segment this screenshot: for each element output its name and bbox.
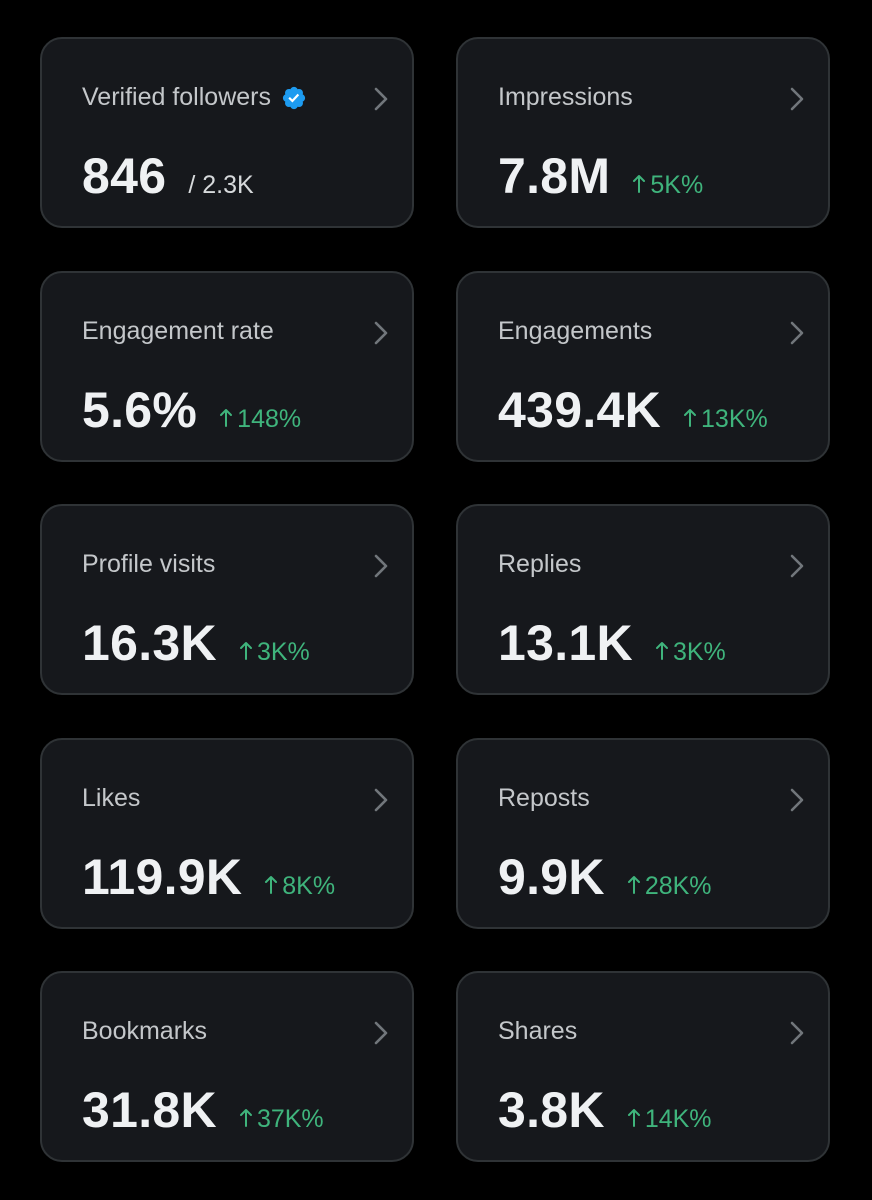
chevron-right-icon: [374, 87, 388, 111]
card-title-label: Engagements: [498, 317, 653, 345]
metric-value: 13.1K: [498, 615, 633, 671]
metric-value: 119.9K: [82, 849, 243, 905]
metric-value: 31.8K: [82, 1082, 217, 1138]
chevron-right-icon: [790, 1021, 804, 1045]
card-title: Engagement rate: [82, 317, 274, 346]
arrow-up-icon: [220, 409, 233, 427]
card-title-label: Shares: [498, 1017, 578, 1045]
metric-change: 37K%: [239, 1105, 324, 1134]
card-replies[interactable]: Replies 13.1K 3K%: [456, 504, 830, 695]
value-row: 9.9K 28K%: [498, 848, 712, 906]
metric-change-value: 13K%: [701, 405, 768, 433]
card-title-label: Reposts: [498, 784, 590, 812]
metric-value: 16.3K: [82, 615, 217, 671]
metric-change: 3K%: [655, 638, 726, 667]
card-title-label: Bookmarks: [82, 1017, 208, 1045]
value-row: 5.6% 148%: [82, 381, 301, 439]
arrow-up-icon: [239, 1109, 252, 1127]
chevron-right-icon: [374, 1021, 388, 1045]
metric-change-value: 148%: [237, 405, 302, 433]
metric-change-value: 3K%: [672, 638, 726, 666]
arrow-up-icon: [627, 1109, 640, 1127]
card-engagements[interactable]: Engagements 439.4K 13K%: [456, 271, 830, 462]
metric-value: 846: [82, 148, 167, 204]
card-likes[interactable]: Likes 119.9K 8K%: [40, 738, 414, 929]
arrow-up-icon: [265, 876, 278, 894]
value-row: 13.1K 3K%: [498, 614, 726, 672]
arrow-up-icon: [627, 876, 640, 894]
card-title: Bookmarks: [82, 1017, 207, 1046]
arrow-up-icon: [684, 409, 697, 427]
metric-value: 9.9K: [498, 849, 605, 905]
metric-total: / 2.3K: [188, 171, 254, 199]
metric-change: 13K%: [683, 405, 768, 434]
verified-badge-icon: [282, 86, 306, 109]
chevron-right-icon: [790, 87, 804, 111]
metric-change-value: 37K%: [256, 1105, 324, 1133]
metric-change-value: 5K%: [650, 171, 704, 199]
metric-change-value: 28K%: [644, 872, 712, 900]
card-title-label: Likes: [82, 784, 141, 812]
chevron-right-icon: [374, 788, 388, 812]
metric-value: 3.8K: [498, 1082, 605, 1138]
arrow-up-icon: [239, 642, 252, 660]
card-title: Engagements: [498, 317, 652, 346]
chevron-right-icon: [790, 788, 804, 812]
metric-value: 5.6%: [82, 382, 198, 438]
chevron-right-icon: [374, 554, 388, 578]
card-title: Verified followers: [82, 83, 307, 112]
card-title-label: Impressions: [498, 83, 633, 111]
metric-change: 148%: [219, 405, 301, 434]
card-reposts[interactable]: Reposts 9.9K 28K%: [456, 738, 830, 929]
card-title-label: Verified followers: [82, 83, 271, 111]
metric-change: 3K%: [239, 638, 310, 667]
metric-change: 5K%: [632, 171, 703, 200]
value-row: 439.4K 13K%: [498, 381, 768, 439]
metric-change-value: 3K%: [256, 638, 310, 666]
metric-change: 28K%: [627, 872, 712, 901]
metric-change-value: 8K%: [282, 872, 336, 900]
card-title: Profile visits: [82, 550, 215, 579]
card-engagement-rate[interactable]: Engagement rate 5.6% 148%: [40, 271, 414, 462]
value-row: 16.3K 3K%: [82, 614, 310, 672]
value-row: 3.8K 14K%: [498, 1081, 712, 1139]
value-row: 31.8K 37K%: [82, 1081, 324, 1139]
card-title: Replies: [498, 550, 581, 579]
card-impressions[interactable]: Impressions 7.8M 5K%: [456, 37, 830, 228]
card-title: Likes: [82, 784, 140, 813]
value-row: 846 / 2.3K: [82, 147, 254, 205]
card-bookmarks[interactable]: Bookmarks 31.8K 37K%: [40, 971, 414, 1162]
value-row: 119.9K 8K%: [82, 848, 335, 906]
metric-change: 14K%: [627, 1105, 712, 1134]
card-title: Reposts: [498, 784, 590, 813]
metric-value: 7.8M: [498, 148, 611, 204]
card-title-label: Profile visits: [82, 550, 216, 578]
arrow-up-icon: [655, 642, 668, 660]
chevron-right-icon: [790, 554, 804, 578]
card-verified-followers[interactable]: Verified followers 846 / 2.3K: [40, 37, 414, 228]
value-row: 7.8M 5K%: [498, 147, 703, 205]
card-title-label: Engagement rate: [82, 317, 274, 345]
card-profile-visits[interactable]: Profile visits 16.3K 3K%: [40, 504, 414, 695]
metric-value: 439.4K: [498, 382, 662, 438]
arrow-up-icon: [633, 175, 646, 193]
card-title: Impressions: [498, 83, 633, 112]
chevron-right-icon: [374, 321, 388, 345]
metric-change: 8K%: [264, 872, 335, 901]
card-title: Shares: [498, 1017, 577, 1046]
card-shares[interactable]: Shares 3.8K 14K%: [456, 971, 830, 1162]
card-title-label: Replies: [498, 550, 582, 578]
metric-change-value: 14K%: [644, 1105, 712, 1133]
chevron-right-icon: [790, 321, 804, 345]
